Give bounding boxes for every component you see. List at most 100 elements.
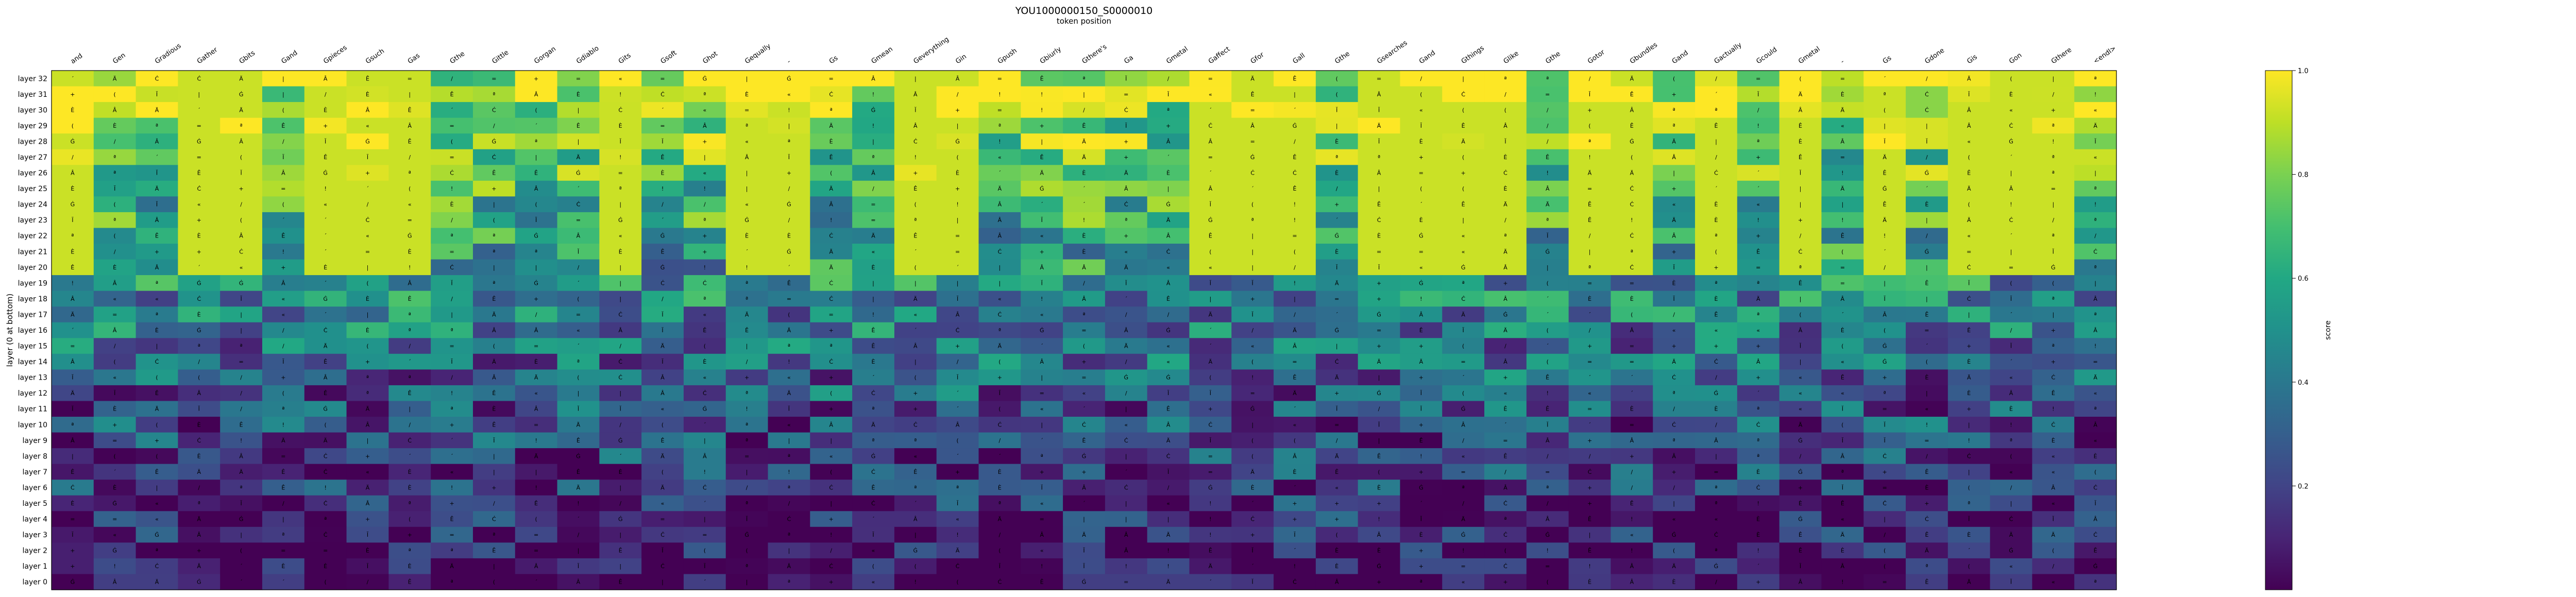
cell-symbol: /: [1715, 421, 1717, 428]
heatmap-cell: [936, 228, 979, 244]
cell-symbol: Ĭ: [1968, 516, 1970, 523]
cell-symbol: Ĭ: [661, 138, 664, 145]
cell-symbol: ª: [1841, 469, 1844, 475]
heatmap-cell: [1947, 71, 1991, 87]
cell-symbol: ª: [1462, 280, 1465, 286]
heatmap-cell: [1021, 133, 1063, 150]
cell-symbol: Ċ: [324, 500, 328, 507]
cell-symbol: È: [1841, 327, 1844, 334]
cell-symbol: Ĭ: [1209, 437, 1212, 444]
cell-symbol: Ġ: [71, 579, 75, 586]
cell-symbol: Â: [1503, 484, 1507, 491]
cell-symbol: |: [72, 453, 74, 459]
cell-symbol: È: [1714, 201, 1718, 208]
cell-symbol: /: [788, 185, 790, 192]
heatmap-cell: [1653, 228, 1696, 244]
heatmap-cell: [1063, 180, 1106, 197]
cell-symbol: Ĭ: [1251, 311, 1254, 318]
cell-symbol: (: [914, 264, 917, 271]
cell-symbol: (: [240, 548, 242, 554]
heatmap-cell: [346, 291, 389, 307]
heatmap-cell: [220, 86, 263, 103]
cell-symbol: |: [282, 91, 284, 98]
cell-symbol: Ġ: [1798, 469, 1803, 475]
cell-symbol: +: [1040, 123, 1044, 129]
heatmap-cell: [388, 180, 431, 197]
y-tick-label: layer 15: [18, 343, 47, 351]
cell-symbol: =: [449, 532, 454, 538]
heatmap-cell: [515, 291, 558, 307]
heatmap-cell: [1568, 180, 1612, 197]
cell-symbol: Ĭ: [240, 170, 242, 177]
heatmap-cell: [1442, 149, 1485, 165]
cell-symbol: ª: [1673, 123, 1675, 129]
cell-symbol: Ä: [1841, 107, 1845, 113]
cell-symbol: ª: [1757, 453, 1759, 459]
cell-symbol: Â: [155, 217, 159, 224]
cell-symbol: ª: [240, 123, 242, 129]
cell-symbol: +: [1503, 280, 1507, 286]
cell-symbol: !: [830, 217, 832, 224]
cell-symbol: |: [1673, 170, 1675, 177]
heatmap-cell: [1105, 165, 1148, 181]
cell-symbol: È: [745, 233, 749, 240]
cell-symbol: |: [662, 579, 664, 586]
heatmap-cell: [936, 165, 979, 181]
x-tick-label: -: [786, 58, 792, 65]
cell-symbol: Ċ: [1588, 469, 1592, 475]
cell-symbol: Ĭ: [956, 374, 959, 381]
heatmap-cell: [1653, 244, 1696, 260]
cell-symbol: /: [1167, 75, 1170, 82]
cell-symbol: (: [830, 170, 832, 177]
cell-symbol: ´: [240, 579, 243, 586]
cell-symbol: /: [788, 217, 790, 224]
heatmap-cell: [1400, 228, 1443, 244]
cell-symbol: |: [1125, 453, 1127, 459]
cell-symbol: Ċ: [1630, 233, 1634, 240]
heatmap-cell: [1821, 275, 1864, 292]
cell-symbol: ´: [1841, 311, 1844, 318]
cell-symbol: !: [1209, 500, 1211, 507]
cell-symbol: È: [1082, 170, 1086, 177]
heatmap-cell: [388, 86, 431, 103]
heatmap-cell: [515, 212, 558, 229]
cell-symbol: ´: [1209, 170, 1212, 177]
cell-symbol: ´: [956, 406, 959, 413]
cell-symbol: ª: [745, 500, 748, 507]
cell-symbol: Ĭ: [661, 311, 664, 318]
cell-symbol: ´: [1925, 185, 1928, 192]
heatmap-cell: [220, 196, 263, 213]
cell-symbol: ´: [703, 500, 706, 507]
heatmap-cell: [1442, 196, 1485, 213]
cell-symbol: Ġ: [660, 233, 665, 240]
cell-symbol: ª: [493, 233, 495, 240]
cell-symbol: Â: [998, 233, 1002, 240]
heatmap-cell: [1063, 228, 1106, 244]
cell-symbol: Ä: [1209, 359, 1213, 365]
heatmap-cell: [936, 275, 979, 292]
cell-symbol: +: [1124, 154, 1128, 161]
heatmap-cell: [431, 212, 473, 229]
cell-symbol: È: [1335, 548, 1338, 554]
cell-symbol: Ġ: [197, 280, 201, 286]
cell-symbol: Ê: [1714, 311, 1718, 318]
cell-symbol: Ĭ: [956, 500, 959, 507]
cell-symbol: Â: [1082, 484, 1086, 491]
cell-symbol: !: [872, 123, 874, 129]
cell-symbol: !: [1251, 374, 1253, 381]
cell-symbol: ´: [619, 453, 622, 459]
colorbar-gradient: [2265, 70, 2293, 590]
heatmap-cell: [1315, 133, 1359, 150]
cell-symbol: Ä: [2093, 123, 2097, 129]
cell-symbol: |: [578, 138, 580, 145]
cell-symbol: Ġ: [618, 217, 623, 224]
cell-symbol: Ċ: [2093, 484, 2097, 491]
heatmap-cell: [1611, 117, 1653, 134]
heatmap-cell: [1695, 212, 1738, 229]
x-tick-label: Gen: [111, 52, 127, 65]
cell-symbol: /: [198, 484, 200, 491]
cell-symbol: Ĭ: [1251, 548, 1254, 554]
cell-symbol: Â: [71, 170, 75, 177]
heatmap-cell: [220, 133, 263, 150]
cell-symbol: |: [1800, 359, 1802, 365]
